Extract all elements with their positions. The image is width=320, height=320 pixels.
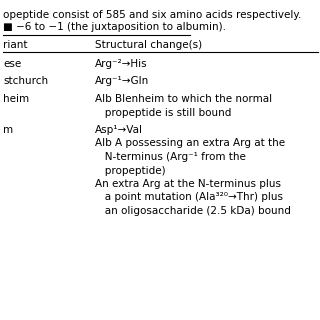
Text: Alb Blenheim to which the normal: Alb Blenheim to which the normal bbox=[95, 94, 272, 104]
Text: ese: ese bbox=[3, 59, 21, 69]
Text: propeptide is still bound: propeptide is still bound bbox=[95, 108, 231, 117]
Text: Structural change(s): Structural change(s) bbox=[95, 40, 202, 50]
Text: An extra Arg at the N-terminus plus: An extra Arg at the N-terminus plus bbox=[95, 179, 281, 189]
Text: Asp¹→Val: Asp¹→Val bbox=[95, 125, 143, 135]
Text: riant: riant bbox=[3, 40, 28, 50]
Text: Alb A possessing an extra Arg at the: Alb A possessing an extra Arg at the bbox=[95, 139, 285, 148]
Text: a point mutation (Ala³²⁰→Thr) plus: a point mutation (Ala³²⁰→Thr) plus bbox=[95, 193, 283, 203]
Text: Arg⁻²→His: Arg⁻²→His bbox=[95, 59, 148, 69]
Text: N-terminus (Arg⁻¹ from the: N-terminus (Arg⁻¹ from the bbox=[95, 152, 246, 162]
Text: m: m bbox=[3, 125, 13, 135]
Text: stchurch: stchurch bbox=[3, 76, 48, 86]
Text: ■ −6 to −1 (the juxtaposition to albumin).: ■ −6 to −1 (the juxtaposition to albumin… bbox=[3, 22, 226, 32]
Text: heim: heim bbox=[3, 94, 29, 104]
Text: Arg⁻¹→Gln: Arg⁻¹→Gln bbox=[95, 76, 149, 86]
Text: opeptide consist of 585 and six amino acids respectively.: opeptide consist of 585 and six amino ac… bbox=[3, 10, 301, 20]
Text: propeptide): propeptide) bbox=[95, 165, 166, 175]
Text: an oligosaccharide (2.5 kDa) bound: an oligosaccharide (2.5 kDa) bound bbox=[95, 206, 291, 216]
